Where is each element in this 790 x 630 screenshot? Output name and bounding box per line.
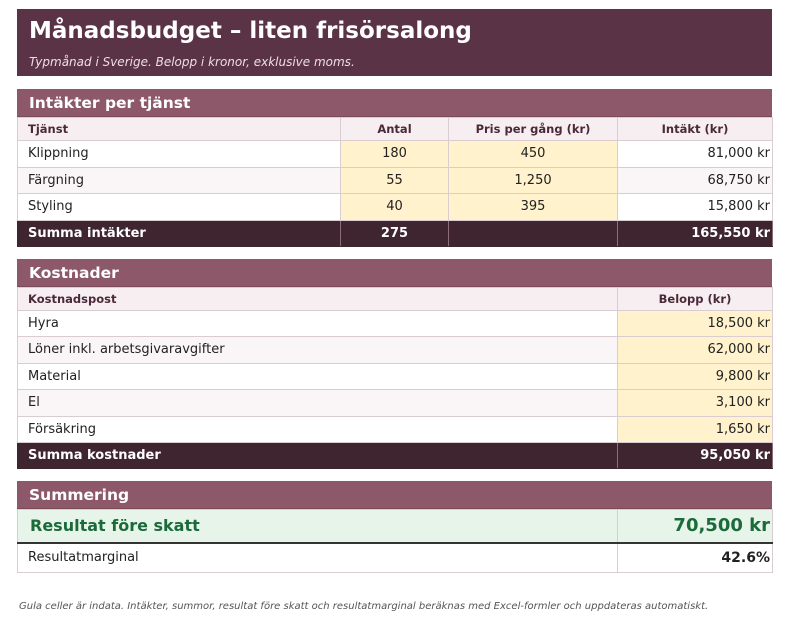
costs-total-row: Summa kostnader 95,050 kr (17, 442, 773, 469)
summary-table: Resultat före skatt 70,500 kr Resultatma… (17, 509, 773, 573)
costs-header-row: Kostnadspost Belopp (kr) (17, 286, 773, 311)
income-total-empty[interactable] (448, 219, 618, 247)
page-subtitle: Typmånad i Sverige. Belopp i kronor, exk… (29, 55, 355, 69)
costs-table: Kostnadspost Belopp (kr) Hyra 18,500 kr … (17, 286, 773, 469)
cost-item-cell[interactable]: Löner inkl. arbetsgivaravgifter (17, 336, 618, 364)
income-total-revenue[interactable]: 165,550 kr (617, 219, 773, 247)
page-title: Månadsbudget – liten frisörsalong (29, 18, 472, 44)
summary-section-header: Summering (17, 481, 772, 509)
result-value[interactable]: 70,500 kr (617, 509, 773, 544)
title-block: Månadsbudget – liten frisörsalong Typmån… (17, 9, 772, 76)
service-cell[interactable]: Klippning (17, 140, 341, 168)
income-total-row: Summa intäkter 275 165,550 kr (17, 219, 773, 247)
cost-amount-input-cell[interactable]: 62,000 kr (617, 336, 773, 364)
income-header-row: Tjänst Antal Pris per gång (kr) Intäkt (… (17, 117, 773, 141)
price-input-cell[interactable]: 1,250 (448, 166, 618, 194)
col-header-cost-item: Kostnadspost (17, 286, 618, 311)
price-input-cell[interactable]: 395 (448, 193, 618, 221)
costs-section-header: Kostnader (17, 258, 772, 287)
income-total-count[interactable]: 275 (340, 219, 449, 247)
income-row: Färgning 55 1,250 68,750 kr (17, 166, 773, 194)
cost-row: Löner inkl. arbetsgivaravgifter 62,000 k… (17, 336, 773, 364)
col-header-amount: Belopp (kr) (617, 286, 773, 311)
cost-item-cell[interactable]: Försäkring (17, 415, 618, 443)
income-table: Tjänst Antal Pris per gång (kr) Intäkt (… (17, 117, 773, 247)
price-input-cell[interactable]: 450 (448, 140, 618, 168)
income-section-header: Intäkter per tjänst (17, 89, 772, 117)
cost-item-cell[interactable]: Hyra (17, 309, 618, 337)
cost-item-cell[interactable]: Material (17, 362, 618, 390)
revenue-cell[interactable]: 68,750 kr (617, 166, 773, 194)
cost-row: Försäkring 1,650 kr (17, 415, 773, 443)
col-header-service: Tjänst (17, 117, 341, 141)
cost-amount-input-cell[interactable]: 9,800 kr (617, 362, 773, 390)
income-row: Klippning 180 450 81,000 kr (17, 140, 773, 168)
cost-row: Hyra 18,500 kr (17, 309, 773, 337)
result-row: Resultat före skatt 70,500 kr (17, 509, 773, 544)
income-total-label[interactable]: Summa intäkter (17, 219, 341, 247)
costs-total-amount[interactable]: 95,050 kr (617, 442, 773, 469)
revenue-cell[interactable]: 15,800 kr (617, 193, 773, 221)
margin-label[interactable]: Resultatmarginal (17, 542, 618, 573)
count-input-cell[interactable]: 180 (340, 140, 449, 168)
service-cell[interactable]: Färgning (17, 166, 341, 194)
budget-sheet: Månadsbudget – liten frisörsalong Typmån… (17, 9, 773, 573)
revenue-cell[interactable]: 81,000 kr (617, 140, 773, 168)
cost-amount-input-cell[interactable]: 1,650 kr (617, 415, 773, 443)
margin-row: Resultatmarginal 42.6% (17, 542, 773, 573)
cost-amount-input-cell[interactable]: 3,100 kr (617, 389, 773, 417)
cost-row: Material 9,800 kr (17, 362, 773, 390)
footnote: Gula celler är indata. Intäkter, summor,… (19, 601, 709, 612)
col-header-price: Pris per gång (kr) (448, 117, 618, 141)
margin-value[interactable]: 42.6% (617, 542, 773, 573)
service-cell[interactable]: Styling (17, 193, 341, 221)
cost-amount-input-cell[interactable]: 18,500 kr (617, 309, 773, 337)
cost-item-cell[interactable]: El (17, 389, 618, 417)
costs-total-label[interactable]: Summa kostnader (17, 442, 618, 469)
income-row: Styling 40 395 15,800 kr (17, 193, 773, 221)
col-header-count: Antal (340, 117, 449, 141)
cost-row: El 3,100 kr (17, 389, 773, 417)
result-label[interactable]: Resultat före skatt (17, 509, 618, 544)
count-input-cell[interactable]: 55 (340, 166, 449, 194)
count-input-cell[interactable]: 40 (340, 193, 449, 221)
col-header-revenue: Intäkt (kr) (617, 117, 773, 141)
